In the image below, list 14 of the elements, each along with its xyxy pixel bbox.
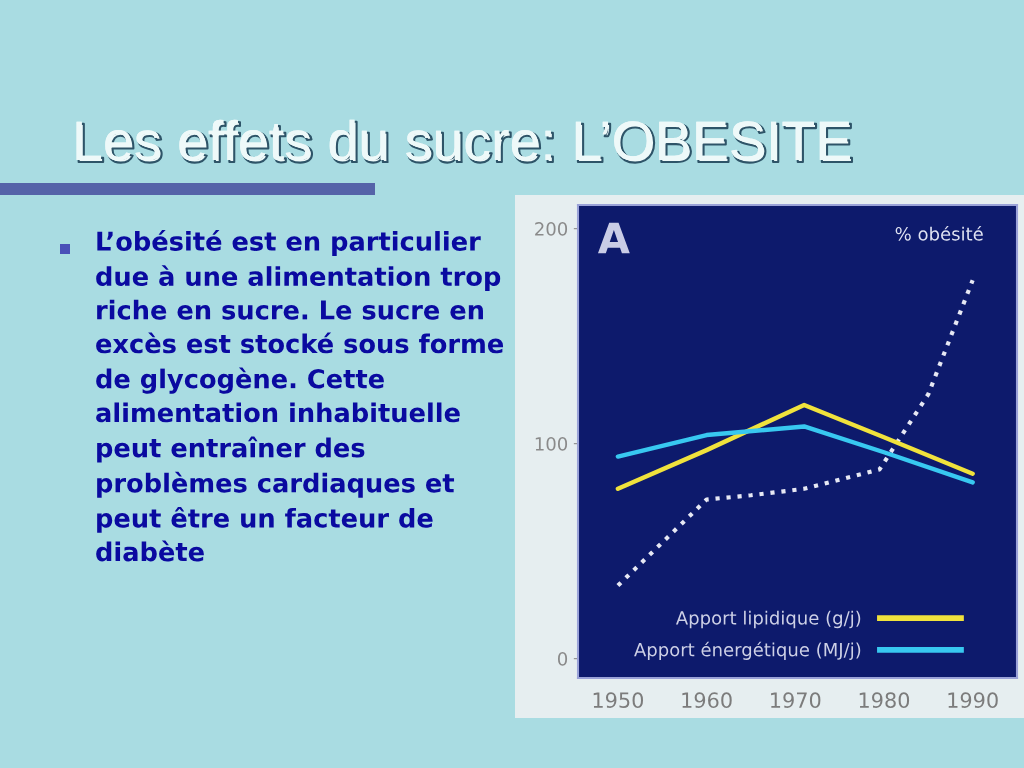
chart-title: Les effets du sucre: L’OBESITE — [76, 119, 852, 163]
annotation: A — [597, 222, 630, 254]
y-tick-label: 0 — [557, 652, 568, 666]
y-tick-label: 200 — [535, 222, 568, 236]
annotation: % obésité — [895, 225, 983, 241]
legend-label: Apport lipidique (g/j) — [675, 610, 861, 629]
y-tick-label: 100 — [535, 437, 568, 451]
legend-label: Apport énergétique (MJ/j) — [634, 641, 861, 660]
x-tick-label: 1950 — [593, 692, 644, 709]
x-tick-label: 1960 — [682, 692, 732, 709]
x-tick-label: 1980 — [859, 692, 910, 709]
x-tick-label: 1990 — [948, 692, 998, 709]
x-tick-label: 1970 — [771, 692, 821, 709]
text: L’obésité est en particulier due à une alimentation trop riche en sucre. Le sucre en excès est stocké sous forme de glycogène. Cette alimentation inhabituelle peut entraîner des problèmes cardiaques et peut être un facteur de diabète — [96, 230, 504, 562]
